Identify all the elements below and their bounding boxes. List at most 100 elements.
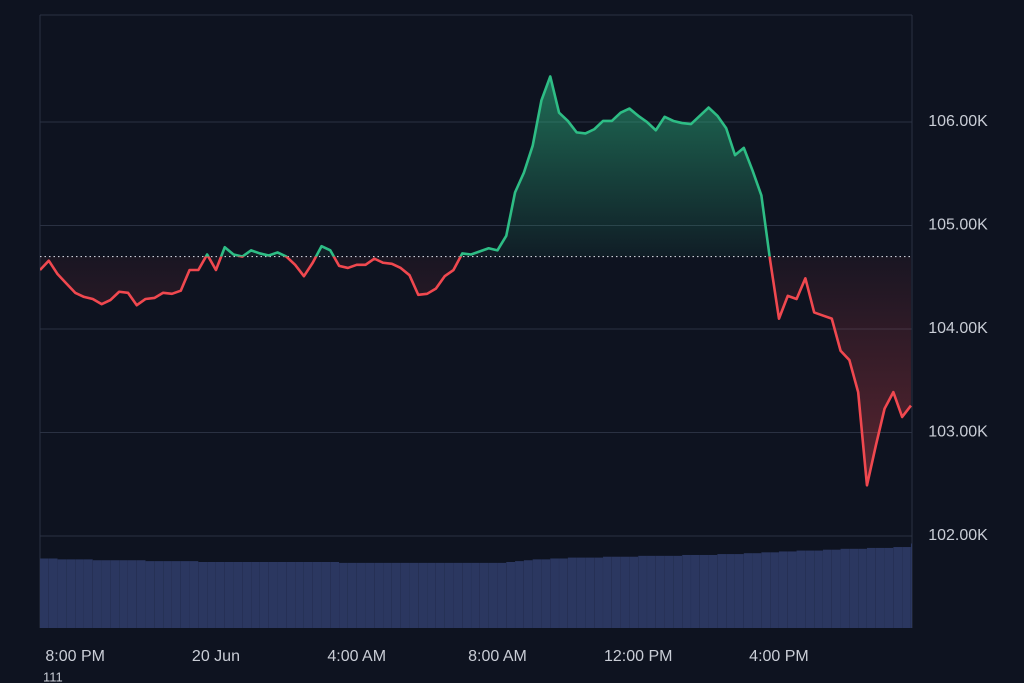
volume-bar	[251, 562, 260, 628]
volume-bar	[330, 562, 340, 628]
volume-bar	[40, 558, 49, 628]
volume-bar	[717, 554, 727, 628]
volume-bar	[462, 562, 471, 628]
volume-bar	[154, 561, 164, 628]
volume-bar	[233, 562, 243, 628]
volume-bar	[339, 562, 348, 628]
volume-bar	[57, 559, 67, 628]
volume-bar	[110, 560, 120, 628]
volume-bar	[488, 562, 498, 628]
x-tick-label: 8:00 PM	[45, 648, 105, 665]
x-tick-label: 12:00 PM	[604, 648, 672, 665]
volume-bar	[374, 562, 384, 628]
volume-bar	[277, 562, 287, 628]
volume-bar	[638, 555, 647, 628]
volume-bar	[295, 562, 304, 628]
volume-bar	[136, 560, 146, 628]
volume-bar	[453, 562, 463, 628]
volume-bar	[603, 556, 612, 628]
volume-bar	[101, 560, 111, 628]
volume-bar	[770, 552, 779, 628]
volume-bar	[699, 554, 709, 628]
area-below	[40, 256, 911, 486]
volume-bar	[83, 559, 93, 628]
volume-bar	[629, 556, 639, 628]
volume-bar	[119, 560, 128, 628]
volume-bar	[418, 562, 428, 628]
x-tick-label: 4:00 PM	[749, 648, 809, 665]
volume-bar	[66, 559, 76, 628]
volume-bar	[910, 543, 912, 628]
volume-bar	[497, 562, 507, 628]
volume-bar	[550, 558, 559, 628]
volume-bar	[585, 557, 595, 628]
y-tick-label: 105.00K	[928, 217, 988, 234]
y-tick-label: 102.00K	[928, 527, 988, 544]
volume-bar	[383, 562, 392, 628]
volume-bar	[822, 549, 832, 628]
volume-bar	[893, 547, 903, 628]
volume-bar	[145, 561, 155, 628]
volume-bar	[682, 554, 691, 628]
y-tick-label: 106.00K	[928, 113, 988, 130]
volume-bar	[787, 551, 797, 628]
volume-bar	[391, 562, 401, 628]
volume-bar	[479, 562, 489, 628]
volume-bar	[532, 559, 542, 628]
volume-bar	[673, 555, 683, 628]
volume-bar	[523, 560, 533, 628]
volume-bar	[559, 558, 568, 628]
volume-bar	[655, 555, 665, 628]
volume-bar	[427, 562, 436, 628]
volume-bar	[796, 550, 806, 628]
volume-bar	[286, 562, 296, 628]
volume-bar	[902, 547, 911, 628]
volume-bar	[435, 562, 445, 628]
volume-bar	[409, 562, 419, 628]
volume-bar	[541, 559, 551, 628]
volume-bar	[224, 562, 234, 628]
volume-bar	[268, 562, 278, 628]
volume-bar	[708, 554, 718, 628]
price-line-up	[204, 75, 771, 257]
volume-bar	[726, 554, 735, 628]
volume-bar	[761, 552, 771, 628]
volume-bar	[515, 561, 524, 628]
volume-bar	[198, 562, 208, 628]
volume-bar	[259, 562, 269, 628]
volume-bar	[576, 557, 586, 628]
volume-bar	[858, 548, 867, 628]
volume-bar	[303, 562, 313, 628]
volume-bar	[778, 551, 788, 628]
x-tick-label: 4:00 AM	[327, 648, 386, 665]
volume-bar	[48, 558, 58, 628]
volume-bar	[312, 562, 322, 628]
volume-bar	[814, 550, 823, 628]
x-tick-label: 8:00 AM	[468, 648, 527, 665]
volume-bar	[594, 557, 603, 628]
volume-bar	[567, 557, 577, 628]
volume-bar	[180, 561, 190, 628]
stray-label: 111	[43, 669, 63, 683]
y-tick-label: 103.00K	[928, 424, 988, 441]
volume-bar	[207, 562, 216, 628]
volume-bar	[189, 561, 199, 628]
volume-bar	[752, 553, 762, 628]
price-line-down	[40, 256, 912, 487]
volume-bar	[400, 562, 410, 628]
volume-bar	[664, 555, 674, 628]
volume-bar	[163, 561, 172, 628]
volume-bar	[849, 548, 859, 628]
volume-bar	[215, 562, 225, 628]
volume-bar	[365, 562, 375, 628]
volume-bar	[242, 562, 252, 628]
volume-bar	[347, 562, 357, 628]
y-tick-label: 104.00K	[928, 320, 988, 337]
volume-bar	[831, 549, 841, 628]
volume-bar	[866, 547, 876, 628]
area-above	[205, 76, 770, 257]
volume-bar	[734, 554, 744, 628]
volume-bar	[444, 562, 454, 628]
